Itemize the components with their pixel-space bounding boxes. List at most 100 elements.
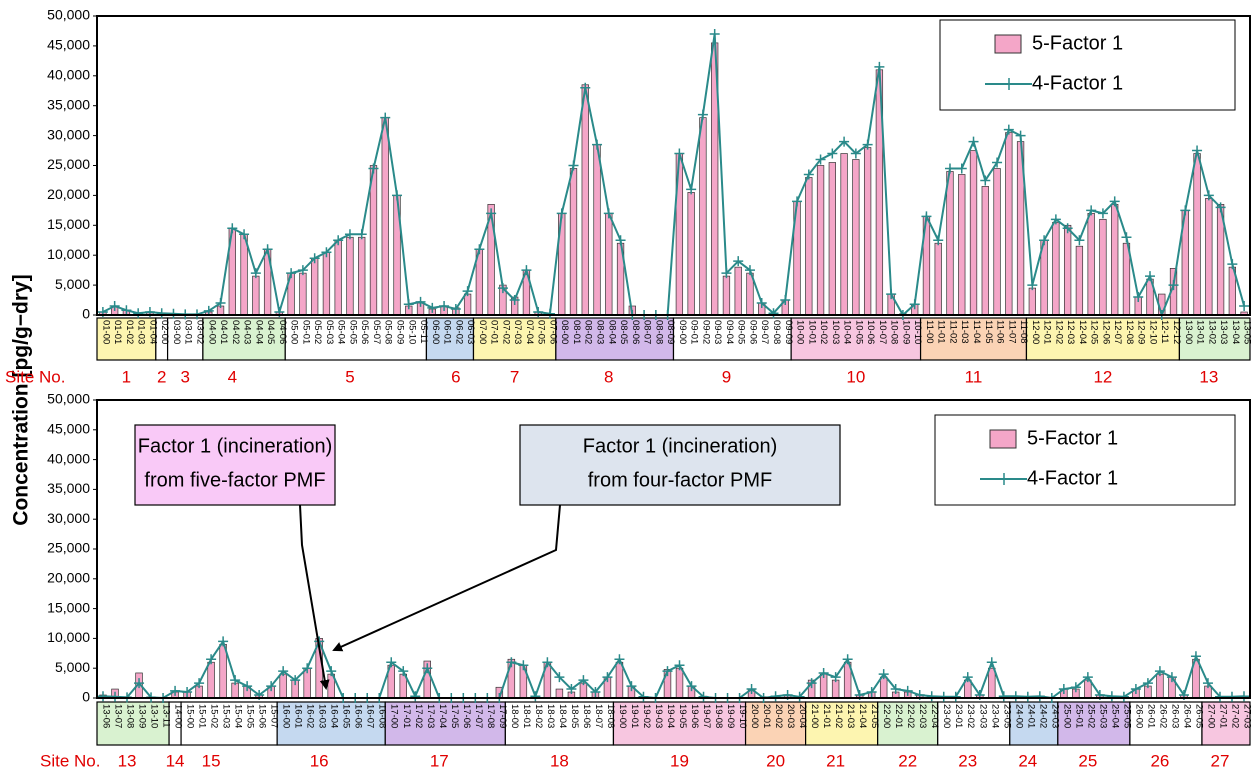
y-tick-label: 0 (82, 689, 90, 705)
bar (675, 667, 684, 699)
x-tick-label: 20-02 (773, 704, 784, 728)
marker (1238, 691, 1249, 702)
x-tick-label: 01-01 (112, 320, 123, 344)
x-tick-label: 27-01 (1217, 704, 1228, 728)
x-tick-label: 18-03 (545, 704, 556, 728)
bar (840, 153, 848, 316)
x-tick-label: 26-04 (1181, 704, 1192, 728)
site-band (937, 701, 1011, 746)
marker (474, 244, 485, 255)
x-tick-label: 17-03 (425, 704, 436, 728)
marker (1133, 292, 1144, 303)
marker (794, 691, 805, 702)
marker (121, 305, 132, 316)
y-tick-label: 0 (82, 306, 90, 322)
site-band (1201, 701, 1251, 746)
x-tick-label: 25-04 (1109, 704, 1120, 728)
x-tick-label: 11-02 (947, 320, 958, 344)
bar (299, 272, 307, 316)
marker (827, 148, 838, 159)
y-tick-label: 50,000 (47, 7, 90, 23)
x-tick-label: 09-02 (700, 320, 711, 344)
site-title: Site No. (5, 367, 65, 386)
marker (815, 154, 826, 165)
marker (709, 28, 720, 39)
bar (346, 236, 354, 316)
bar (699, 117, 707, 316)
bar (1193, 153, 1201, 316)
marker (938, 691, 949, 702)
legend-swatch (994, 34, 1022, 54)
y-tick-label: 25,000 (47, 540, 90, 556)
x-tick-label: 12-05 (1089, 320, 1100, 344)
site-band (472, 317, 557, 361)
x-tick-label: 24-03 (1049, 704, 1060, 728)
bar (934, 242, 942, 316)
marker (746, 684, 757, 695)
x-tick-label: 12-01 (1042, 320, 1053, 344)
bar (231, 682, 239, 699)
annotation-box (519, 424, 841, 506)
x-tick-label: 03-01 (183, 320, 194, 344)
marker (297, 265, 308, 276)
marker (386, 657, 397, 668)
x-tick-label: 12-12 (1171, 320, 1182, 344)
y-tick-label: 45,000 (47, 37, 90, 53)
x-tick-label: 13-00 (1183, 320, 1194, 344)
x-tick-label: 07-00 (477, 320, 488, 344)
x-tick-label: 20-03 (785, 704, 796, 728)
bar (1005, 132, 1013, 316)
site-label: 4 (228, 367, 237, 386)
x-tick-label: 15-03 (221, 704, 232, 728)
x-tick-label: 04-04 (253, 320, 264, 344)
bar (981, 186, 989, 316)
y-tick-label: 20,000 (47, 570, 90, 586)
marker (909, 299, 920, 310)
x-tick-label: 26-02 (1157, 704, 1168, 728)
marker (486, 208, 497, 219)
marker (1039, 235, 1050, 246)
marker (850, 148, 861, 159)
marker (602, 672, 613, 683)
marker (1003, 124, 1014, 135)
bar (593, 144, 601, 316)
site-label: 25 (1078, 751, 1097, 770)
x-tick-label: 25-02 (1085, 704, 1096, 728)
x-tick-label: 12-00 (1030, 320, 1041, 344)
marker (902, 685, 913, 696)
marker (1180, 205, 1191, 216)
marker (614, 654, 625, 665)
site-band (504, 701, 615, 746)
site-band (1178, 317, 1251, 361)
y-tick-label: 40,000 (47, 450, 90, 466)
x-tick-label: 22-03 (917, 704, 928, 728)
x-tick-label: 09-00 (677, 320, 688, 344)
bar (252, 275, 260, 316)
x-tick-label: 15-00 (185, 704, 196, 728)
x-tick-label: 16-07 (365, 704, 376, 728)
site-label: 16 (310, 751, 329, 770)
x-tick-label: 21-05 (869, 704, 880, 728)
x-tick-label: 19-00 (617, 704, 628, 728)
annotation-text: from five-factor PMF (144, 469, 325, 491)
x-tick-label: 08-09 (665, 320, 676, 344)
x-tick-label: 13-10 (149, 704, 160, 728)
site-label: 19 (670, 751, 689, 770)
marker (1058, 684, 1069, 695)
site-label: 17 (430, 751, 449, 770)
x-tick-label: 12-08 (1124, 320, 1135, 344)
bar (581, 84, 589, 316)
legend-label: 4-Factor 1 (1032, 72, 1123, 94)
y-tick-label: 10,000 (47, 629, 90, 645)
legend-label: 5-Factor 1 (1032, 32, 1123, 54)
site-band (180, 701, 278, 746)
marker (554, 672, 565, 683)
marker (568, 160, 579, 171)
marker (1130, 684, 1141, 695)
marker (344, 229, 355, 240)
x-tick-label: 17-06 (461, 704, 472, 728)
annotation-box (134, 424, 336, 506)
legend-label: 4-Factor 1 (1027, 467, 1118, 489)
